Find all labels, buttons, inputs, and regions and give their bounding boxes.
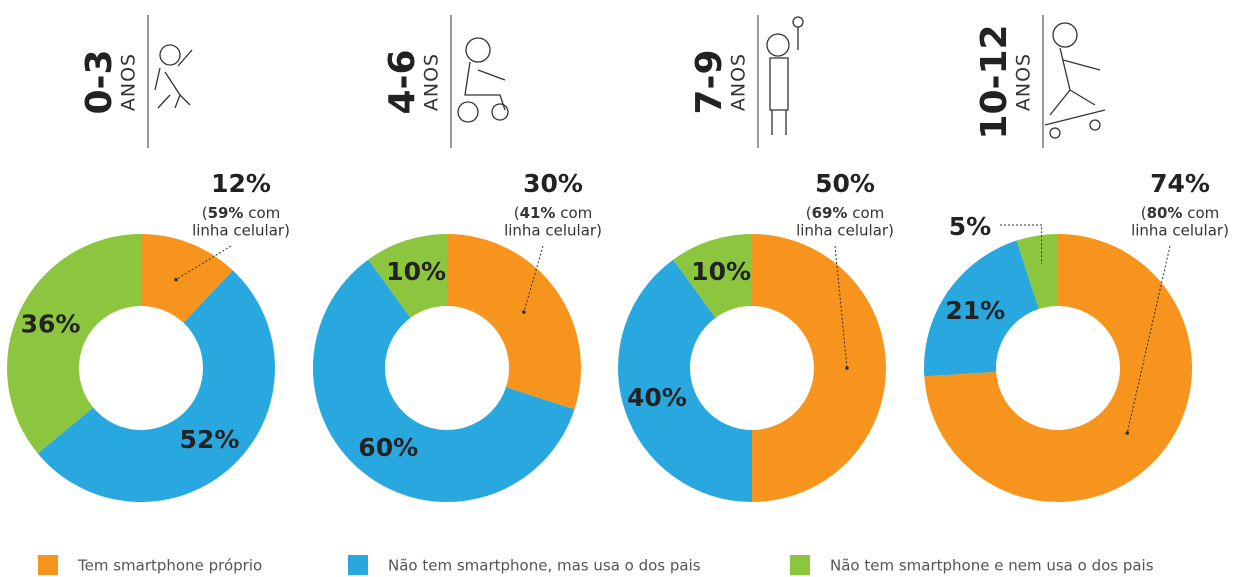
note-part: com — [555, 204, 592, 222]
donut-slice — [1016, 234, 1058, 310]
leader-dot — [845, 366, 849, 370]
donut-slice — [37, 270, 275, 502]
donut-slice — [141, 234, 233, 323]
value-label: 30% — [523, 169, 583, 198]
note-part: 69% — [812, 204, 848, 222]
leader — [1000, 224, 1043, 265]
note: (80% com — [1141, 204, 1220, 222]
note-part: com — [243, 204, 280, 222]
donut-slice — [752, 234, 886, 502]
value-label: 12% — [211, 169, 271, 198]
value-label: 52% — [180, 425, 240, 454]
note-part: ( — [806, 204, 812, 222]
donut-slice — [673, 234, 752, 318]
legend-swatch — [348, 555, 368, 575]
note-part: ( — [202, 204, 208, 222]
value-label: 60% — [358, 433, 418, 462]
value-label: 40% — [627, 383, 687, 412]
leader-dot — [522, 310, 526, 314]
doodles — [154, 16, 1106, 139]
donut-slice — [447, 234, 581, 410]
note: linha celular) — [1131, 222, 1229, 240]
age-subtitle: ANOS — [728, 53, 750, 111]
value-label: 5% — [949, 212, 991, 241]
note: linha celular) — [504, 222, 602, 240]
age-title: 10-12 — [974, 24, 1015, 139]
note: (41% com — [514, 204, 593, 222]
donut-slice — [924, 234, 1192, 502]
legend-swatch — [38, 555, 58, 575]
note: linha celular) — [796, 222, 894, 240]
age-subtitle: ANOS — [118, 53, 140, 111]
legend-label: Tem smartphone próprio — [77, 557, 262, 575]
note: (59% com — [202, 204, 281, 222]
age-title: 4-6 — [382, 49, 423, 114]
icon-child-lollipop — [766, 16, 804, 135]
note-part: ( — [1141, 204, 1147, 222]
donut-slice — [923, 240, 1039, 377]
value-label: 10% — [691, 257, 751, 286]
value-label: 74% — [1150, 169, 1210, 198]
icon-child-bike — [457, 37, 509, 123]
note: linha celular) — [192, 222, 290, 240]
leader — [175, 245, 232, 281]
donut-slice — [368, 234, 447, 318]
age-subtitle: ANOS — [421, 53, 443, 111]
note-part: com — [1182, 204, 1219, 222]
legend-swatch — [790, 555, 810, 575]
note-part: ( — [514, 204, 520, 222]
leader — [523, 245, 544, 313]
value-label: 10% — [386, 257, 446, 286]
icon-baby — [154, 44, 193, 109]
value-label: 21% — [945, 296, 1005, 325]
value-label: 50% — [815, 169, 875, 198]
age-title: 0-3 — [79, 49, 120, 114]
icon-skater — [1044, 22, 1106, 139]
leader-dot — [1125, 431, 1130, 435]
note: (69% com — [806, 204, 885, 222]
note-part: 80% — [1147, 204, 1183, 222]
note-part: com — [847, 204, 884, 222]
age-title: 7-9 — [689, 49, 730, 114]
donut-slice — [6, 234, 142, 454]
age-subtitle: ANOS — [1013, 53, 1035, 111]
note-part: 41% — [520, 204, 556, 222]
leader-dot — [174, 277, 178, 282]
leader — [834, 245, 848, 369]
donut-slice — [617, 259, 752, 502]
note-part: 59% — [208, 204, 244, 222]
legend-label: Não tem smartphone, mas usa o dos pais — [388, 557, 701, 575]
value-label: 36% — [21, 309, 81, 338]
legend-label: Não tem smartphone e nem usa o dos pais — [830, 557, 1154, 575]
donut-slice — [313, 259, 575, 502]
